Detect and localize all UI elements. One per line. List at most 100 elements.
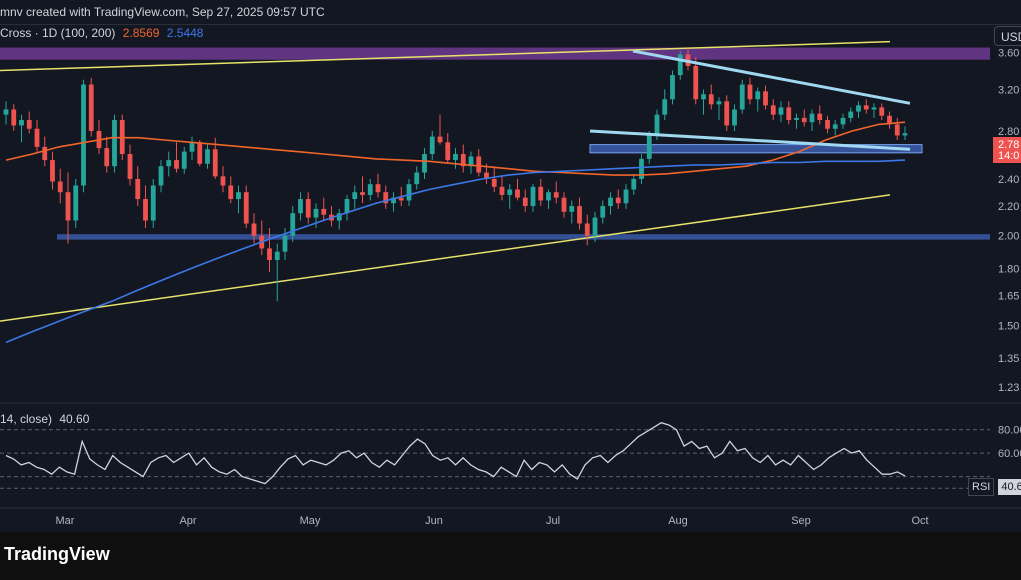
candle-body <box>778 107 784 115</box>
candle-body <box>887 115 892 125</box>
candle-body <box>507 189 513 195</box>
candle-body <box>879 107 885 116</box>
y-tick-label: 1.50 <box>998 320 1019 332</box>
top-credit-bar: mnv created with TradingView.com, Sep 27… <box>0 0 1021 25</box>
candle-body <box>670 75 675 100</box>
candle-body <box>220 176 226 186</box>
candle-body <box>104 148 110 167</box>
candle-body <box>639 158 644 179</box>
candle-body <box>608 197 613 207</box>
candle-body <box>584 223 590 236</box>
y-tick-label: 1.23 <box>998 382 1019 394</box>
candle-body <box>158 166 164 186</box>
candle-body <box>902 133 908 136</box>
candle-body <box>305 199 311 218</box>
candle-body <box>181 151 187 169</box>
price-chart[interactable]: 3.60 3.20 2.80 2.40 2.20 2.00 1.80 1.65 1.50 1.35… <box>0 0 1021 532</box>
lower-trendline <box>0 194 891 322</box>
x-tick-label: Oct <box>911 515 928 527</box>
candle-body <box>352 192 358 200</box>
x-tick-label: May <box>300 515 321 527</box>
candle-body <box>267 248 272 260</box>
y-tick-label: 2.20 <box>998 201 1019 213</box>
wedge-lines <box>589 49 911 151</box>
candle-body <box>553 192 559 198</box>
tradingview-logo[interactable]: TradingView <box>4 544 110 565</box>
indicator-label: Cross · 1D (100, 200) <box>0 26 116 40</box>
candle-body <box>422 154 427 173</box>
candle-body <box>631 178 637 190</box>
candle-body <box>19 120 24 126</box>
wedge-lower-line <box>589 129 911 151</box>
currency-selector[interactable]: USD <box>994 26 1021 46</box>
candle-body <box>840 117 846 125</box>
candle-body <box>189 142 195 152</box>
price-badge: 2.78 14:0 <box>993 137 1021 163</box>
y-tick-label: 2.00 <box>998 231 1019 243</box>
candle-body <box>81 84 86 186</box>
support-zone-high <box>589 144 923 154</box>
y-tick-label: 3.60 <box>998 48 1019 60</box>
candle-body <box>150 185 156 221</box>
brand-text: TradingView <box>4 544 110 564</box>
candle-body <box>894 124 900 136</box>
candle-body <box>701 94 706 100</box>
candle-body <box>50 160 55 182</box>
ma-slow-value: 2.5448 <box>166 26 204 40</box>
candle-body <box>499 186 505 195</box>
candle-body <box>336 213 342 221</box>
candle-body <box>290 213 296 236</box>
candle-body <box>298 199 303 214</box>
candle-body <box>546 192 551 201</box>
candle-body <box>809 113 815 123</box>
candle-body <box>786 107 792 121</box>
rsi-line <box>5 421 906 485</box>
candle-body <box>313 208 319 218</box>
candle-body <box>646 135 652 159</box>
ma-slow-line <box>5 159 906 344</box>
resistance-zone <box>0 47 990 60</box>
candle-body <box>538 186 544 201</box>
candle-body <box>515 189 520 198</box>
candle-body <box>73 185 79 221</box>
candle-body <box>825 120 830 129</box>
candle-body <box>592 217 598 236</box>
candle-body <box>414 172 420 185</box>
indicator-legend: Cross · 1D (100, 200) 2.8569 2.5448 <box>0 26 203 40</box>
candle-body <box>491 178 497 187</box>
candle-body <box>453 154 458 161</box>
candle-body <box>522 197 528 207</box>
candle-body <box>65 192 71 221</box>
candle-body <box>274 251 280 260</box>
y-tick-label: 1.35 <box>998 353 1019 365</box>
x-tick-label: Apr <box>179 515 196 527</box>
candle-body <box>739 84 745 110</box>
upper-trendline <box>0 40 891 72</box>
candle-body <box>468 156 474 167</box>
y-tick-label: 3.20 <box>998 84 1019 96</box>
x-tick-label: Sep <box>791 515 811 527</box>
rsi-badge-value: 40.6 <box>998 479 1021 495</box>
candle-body <box>360 192 365 195</box>
candle-body <box>654 114 660 136</box>
rsi-badge-label: RSI <box>968 478 995 496</box>
candle-body <box>42 146 48 161</box>
candles <box>3 48 908 302</box>
candle-body <box>3 109 9 115</box>
ma-fast-value: 2.8569 <box>122 26 160 40</box>
candle-body <box>367 184 373 195</box>
rsi-badge: RSI 40.6 <box>968 478 1021 496</box>
rsi-pane: 80.00 60.00 <box>0 421 1021 489</box>
zones <box>0 47 990 240</box>
candle-body <box>724 101 730 126</box>
rsi-legend-label: 14, close) <box>0 412 53 426</box>
candle-body <box>484 172 489 179</box>
candle-body <box>615 197 621 204</box>
candle-body <box>600 206 606 218</box>
candle-body <box>577 206 582 224</box>
wedge-upper-line <box>632 49 911 105</box>
candle-body <box>174 160 179 169</box>
moving-averages <box>5 121 906 344</box>
x-tick-label: Jul <box>546 515 560 527</box>
candle-body <box>569 206 575 212</box>
